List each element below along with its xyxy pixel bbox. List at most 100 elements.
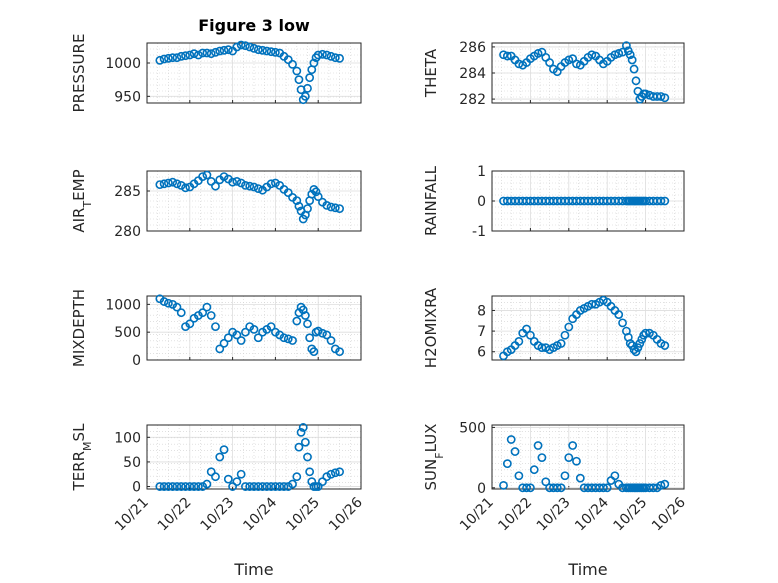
data-point [545,58,554,67]
data-point [236,40,246,50]
data-point [303,83,312,93]
data-point [270,482,280,491]
data-point [288,59,297,69]
y-tick-label: 0 [132,480,141,496]
data-point [313,482,323,491]
data-point [656,196,666,206]
data-point [622,41,631,51]
data-point [236,469,246,479]
data-point [223,45,233,55]
data-point [618,47,627,57]
data-point [318,49,327,59]
data-point [326,51,336,61]
data-point [506,435,516,444]
data-point [326,336,336,345]
data-point [241,180,250,190]
data-point [335,204,344,213]
data-point [185,50,195,60]
axes-box [146,295,362,361]
data-point [335,347,344,357]
subplot-3: 280 285 AIRTEMP [70,169,362,240]
data-point [262,46,272,56]
data-point [322,50,332,60]
data-point [294,75,304,85]
data-point [279,333,289,343]
x-tick-label: 10/25 [283,495,323,535]
data-point [159,482,169,491]
data-point [202,48,212,58]
data-point [198,482,208,491]
data-point [656,480,666,490]
y-tick-label: 286 [459,40,486,56]
x-tick-label: 10/21 [112,495,152,535]
y-tick-label: 8 [477,303,486,319]
data-point [641,89,650,99]
data-point [309,58,319,68]
data-point [253,184,263,193]
data-point [176,180,186,190]
data-point [219,172,229,181]
y-axis-label: MIXDEPTH [70,289,88,367]
data-point [303,319,312,329]
data-point [232,330,242,340]
data-point [270,47,280,57]
data-point [232,477,242,487]
data-point [533,441,543,450]
data-point [305,333,315,343]
data-point [172,302,182,312]
x-tick-label: 10/22 [495,495,535,535]
data-point [283,334,293,344]
data-point [219,338,229,348]
data-point [211,472,220,482]
y-tick-label: 6 [477,345,486,361]
data-point [660,479,670,489]
data-point [627,55,637,65]
data-point [215,46,225,56]
data-point [298,423,308,432]
data-point [270,178,280,188]
x-tick-label: 10/23 [534,495,574,535]
data-point [236,178,246,188]
data-point [522,483,531,493]
y-tick-label: 1 [477,164,486,180]
data-point [335,467,344,477]
x-tick-label: 10/21 [457,495,497,535]
data-point [172,482,182,491]
axes-box [146,424,362,490]
data-point [176,482,186,491]
data-point [245,42,255,52]
data-point [245,181,255,191]
data-point [307,477,317,487]
data-point [313,192,323,201]
data-point [232,42,242,52]
data-point [300,311,310,320]
data-point [629,64,639,74]
data-point [253,45,263,55]
subplot-2: 282 284 286 THETA [422,40,685,108]
data-point [318,477,327,487]
data-point [305,467,315,477]
data-point [648,483,658,493]
data-point [610,50,620,60]
data-point [514,337,524,346]
data-point [300,437,310,447]
data-point [266,482,276,491]
data-point [322,472,332,482]
data-point [598,483,608,493]
data-point [159,179,169,189]
data-point [326,469,336,479]
data-point [296,427,306,437]
data-point [330,203,340,213]
data-point [300,91,310,101]
data-point [556,483,566,493]
data-point [313,50,323,60]
data-point [211,47,220,57]
data-point [202,302,212,312]
data-point [181,482,190,491]
data-point [193,50,203,60]
data-point [159,54,169,64]
data-point [614,49,624,58]
data-point [159,297,169,306]
y-tick-label: 7 [477,324,486,340]
y-tick-label: 0 [477,194,486,210]
